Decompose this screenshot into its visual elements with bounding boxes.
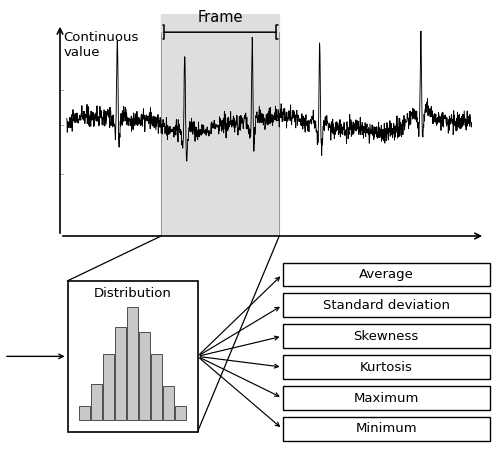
Text: Kurtosis: Kurtosis xyxy=(360,361,412,374)
Bar xyxy=(282,417,490,441)
Text: Frame: Frame xyxy=(198,10,243,25)
Bar xyxy=(282,355,490,379)
Text: Standard deviation: Standard deviation xyxy=(323,299,450,312)
Text: Minimum: Minimum xyxy=(356,422,417,436)
Bar xyxy=(91,384,102,420)
Text: Average: Average xyxy=(359,268,414,281)
Bar xyxy=(139,332,149,420)
Bar xyxy=(151,354,162,420)
Bar xyxy=(282,324,490,348)
Bar xyxy=(103,354,114,420)
Bar xyxy=(282,262,490,286)
Bar xyxy=(282,386,490,410)
Text: Continuous
value: Continuous value xyxy=(64,31,138,59)
Bar xyxy=(115,327,126,420)
Bar xyxy=(79,406,90,420)
Bar xyxy=(282,294,490,317)
Text: Skewness: Skewness xyxy=(354,329,419,343)
Bar xyxy=(127,307,138,420)
Text: Distribution: Distribution xyxy=(94,287,172,300)
Bar xyxy=(68,281,198,432)
Bar xyxy=(175,406,186,420)
Text: Maximum: Maximum xyxy=(354,391,419,405)
Bar xyxy=(163,386,173,420)
Bar xyxy=(161,14,279,236)
